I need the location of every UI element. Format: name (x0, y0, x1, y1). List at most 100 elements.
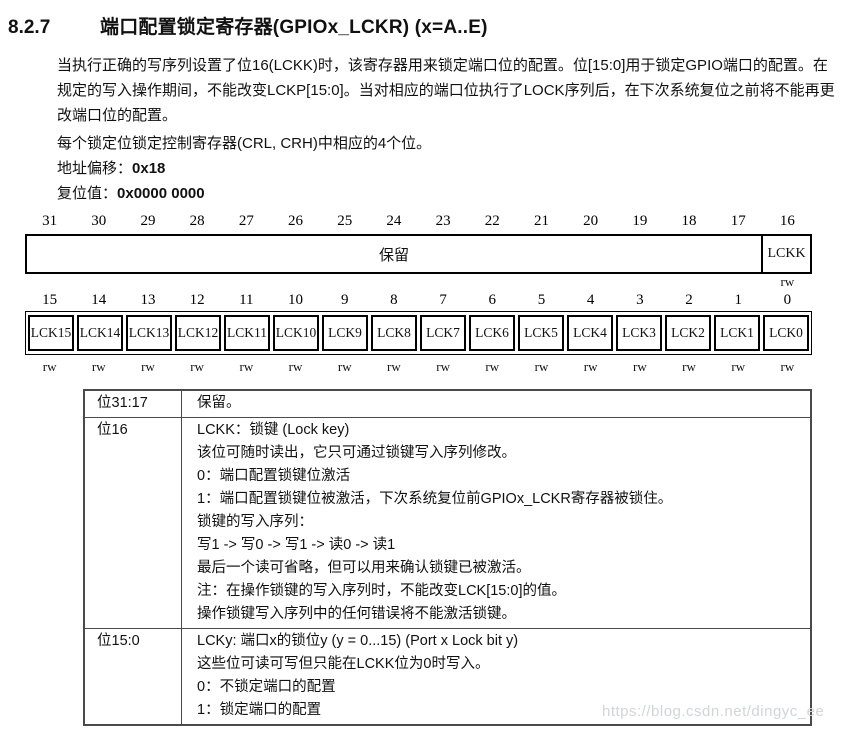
lck-field-cell: LCK10 (273, 315, 319, 351)
bit-number: 10 (288, 292, 304, 308)
bit-number: 11 (239, 292, 254, 308)
lck-field-cell: LCK2 (665, 315, 711, 351)
bit-number: 3 (636, 292, 644, 308)
lck-access-label: rw (731, 359, 746, 374)
lck-field-cell: LCK3 (616, 315, 662, 351)
bit-description: 保留。 (182, 391, 810, 417)
lck-field-cell: LCK7 (420, 315, 466, 351)
reset-value-label: 复位值： (57, 185, 118, 202)
lck-field-cell: LCK4 (567, 315, 613, 351)
bit-number: 8 (390, 292, 398, 308)
address-offset-value: 0x18 (132, 160, 166, 177)
bit-range-label: 位15:0 (85, 629, 182, 724)
bit-numbers-31-16: 31 30 29 28 27 26 25 24 23 22 21 20 19 18 17 16 (25, 212, 812, 230)
bit-number: 16 (779, 213, 795, 229)
lck-access-label: rw (387, 359, 401, 374)
lck-access-label: rw (436, 359, 450, 374)
bit-description-table: 位31:17 保留。 位16 LCKK：锁键 (Lock key) 该位可随时读出… (83, 389, 812, 726)
register-row-low: LCK15 LCK14 LCK13 LCK12 LCK11 LCK10 LCK9 LCK8 LC… (25, 311, 812, 355)
csdn-watermark: https://blog.csdn.net/dingyc_ee (602, 703, 825, 720)
description-line: 该位可随时读出，它只可通过锁键写入序列修改。 (197, 445, 516, 461)
address-offset-label: 地址偏移： (57, 160, 133, 177)
bit-number: 17 (730, 213, 746, 229)
lckk-field-cell: LCKK (761, 236, 810, 272)
lck-field-cell: LCK5 (518, 315, 564, 351)
body-content: 当执行正确的写序列设置了位16(LCKK)时，该寄存器用来锁定端口位的配置。位[… (57, 53, 842, 206)
register-bit-diagram: 31 30 29 28 27 26 25 24 23 22 21 20 19 18 17 16 保留 LCKK… (25, 212, 812, 375)
lck-field-cell: LCK0 (763, 315, 809, 351)
table-row-bits-15-0: 位15:0 LCKy: 端口x的锁位y (y = 0...15) (Port x… (85, 628, 810, 724)
bit-number: 4 (586, 292, 595, 308)
lck-access-label: rw (337, 359, 352, 374)
reset-value-value: 0x0000 0000 (117, 185, 205, 202)
bit-number: 5 (537, 292, 546, 308)
bit-number: 13 (140, 292, 156, 308)
bit-number: 19 (632, 213, 648, 229)
lck-access-label: rw (288, 359, 303, 374)
bit-description: LCKK：锁键 (Lock key) 该位可随时读出，它只可通过锁键写入序列修改。… (182, 418, 810, 628)
description-line: 0：不锁定端口的配置 (197, 679, 336, 695)
reset-value-line: 复位值：0x0000 0000 (57, 181, 842, 206)
access-row-low: rw rw rw rw rw rw rw rw rw rw rw rw rw rw rw rw (25, 359, 812, 375)
paragraph-lock-bits: 每个锁定位锁定控制寄存器(CRL, CRH)中相应的4个位。 (57, 135, 432, 152)
bit-number: 24 (386, 213, 402, 229)
bit-number: 31 (42, 213, 58, 229)
lck-access-label: rw (239, 359, 254, 374)
bit-number: 30 (91, 213, 107, 229)
description-line: LCKK：锁键 (Lock key) (197, 422, 350, 438)
description-line: 保留。 (197, 395, 241, 411)
lck-access-label: rw (141, 359, 155, 374)
bit-number: 20 (583, 213, 599, 229)
bit-number: 12 (189, 292, 205, 308)
lck-field-cell: LCK1 (714, 315, 760, 351)
bit-number: 14 (91, 292, 107, 308)
lck-access-label: rw (780, 359, 795, 374)
bit-number: 28 (189, 213, 205, 229)
lck-field-cell: LCK6 (469, 315, 515, 351)
bit-number: 15 (42, 292, 58, 308)
description-line: 1：端口配置锁键位被激活，下次系统复位前GPIOx_LCKR寄存器被锁住。 (197, 491, 673, 507)
description-line: 锁键的写入序列： (197, 514, 313, 530)
lck-field-cell: LCK14 (77, 315, 123, 351)
description-line: LCKy: 端口x的锁位y (y = 0...15) (Port x Lock … (197, 633, 519, 649)
bit-number: 27 (238, 213, 254, 229)
bit-number: 26 (288, 213, 304, 229)
bit-number: 9 (340, 292, 349, 308)
address-offset-line: 地址偏移：0x18 (57, 156, 842, 181)
lck-access-label: rw (632, 359, 647, 374)
section-heading: 8.2.7 端口配置锁定寄存器(GPIOx_LCKR) (x=A..E) (0, 12, 848, 39)
description-line: 写1 -> 写0 -> 写1 -> 读0 -> 读1 (197, 537, 396, 553)
bit-range-label: 位16 (85, 418, 182, 628)
lckk-access-label: rw (780, 274, 795, 289)
description-line: 注：在操作锁键的写入序列时，不能改变LCK[15:0]的值。 (197, 583, 566, 599)
bit-number: 25 (337, 213, 353, 229)
bit-number: 21 (533, 213, 549, 229)
bit-number: 1 (734, 292, 742, 308)
table-row-bit-16: 位16 LCKK：锁键 (Lock key) 该位可随时读出，它只可通过锁键写入序… (85, 417, 810, 628)
lck-access-label: rw (91, 359, 106, 374)
description-line: 操作锁键写入序列中的任何错误将不能激活锁键。 (197, 606, 516, 622)
description-line: 这些位可读可写但只能在LCKK位为0时写入。 (197, 656, 490, 672)
description-line: 0：端口配置锁键位激活 (197, 468, 351, 484)
section-title: 端口配置锁定寄存器(GPIOx_LCKR) (x=A..E) (100, 17, 488, 38)
lck-access-label: rw (190, 359, 205, 374)
bit-description: LCKy: 端口x的锁位y (y = 0...15) (Port x Lock … (182, 629, 810, 724)
lck-access-label: rw (485, 359, 500, 374)
paragraph-register-description: 当执行正确的写序列设置了位16(LCKK)时，该寄存器用来锁定端口位的配置。位[… (57, 57, 835, 124)
lck-field-cell: LCK8 (371, 315, 417, 351)
description-line: 1：锁定端口的配置 (197, 702, 322, 718)
table-row-bits-31-17: 位31:17 保留。 (85, 391, 810, 417)
section-number: 8.2.7 (8, 17, 51, 38)
bit-number: 23 (435, 213, 451, 229)
access-row-high: rw (25, 275, 812, 289)
bit-number: 29 (140, 213, 156, 229)
lck-field-cell: LCK11 (224, 315, 270, 351)
bit-number: 22 (484, 213, 500, 229)
bit-number: 6 (488, 292, 497, 308)
reserved-field-cell: 保留 (379, 246, 410, 264)
bit-number: 18 (681, 213, 697, 229)
bit-number: 2 (685, 292, 693, 308)
lck-field-cell: LCK12 (175, 315, 221, 351)
lck-field-cell: LCK9 (322, 315, 368, 351)
lck-access-label: rw (583, 359, 598, 374)
